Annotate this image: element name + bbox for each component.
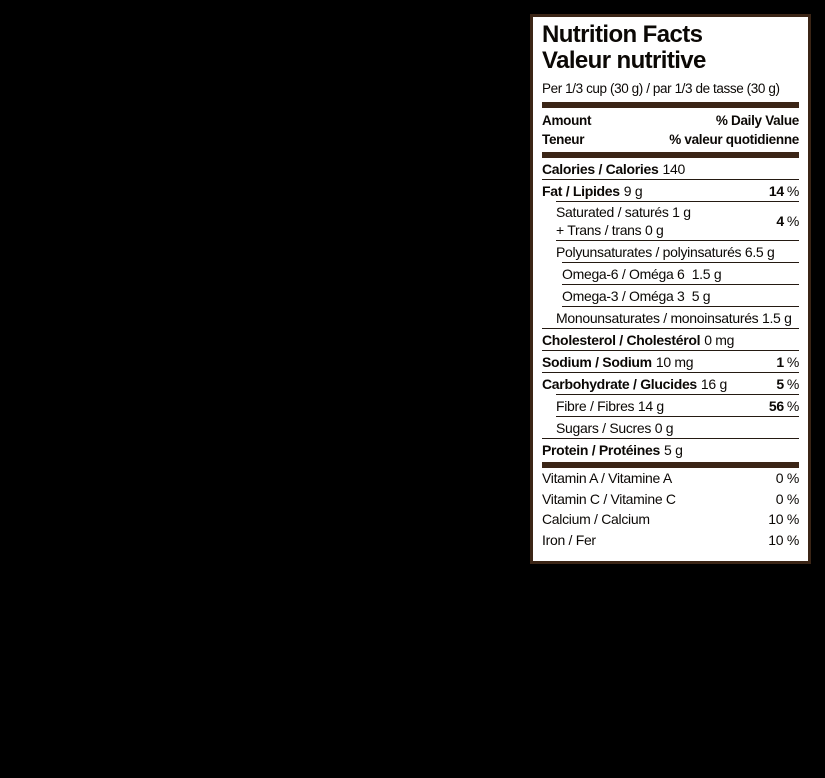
nutrient-row-carbohydrate: Carbohydrate / Glucides 16 g 5% [542, 373, 799, 394]
amount-label-fr: Teneur [542, 132, 585, 147]
nutrient-row-calories: Calories / Calories 140 [542, 158, 799, 179]
protein-text: Protein / Protéines 5 g [542, 441, 683, 458]
nutrient-row-polyunsaturates: Polyunsaturates / polyinsaturés 6.5 g [542, 241, 799, 262]
nutrient-row-fibre: Fibre / Fibres 14 g 56% [542, 395, 799, 416]
sodium-text: Sodium / Sodium 10 mg [542, 353, 694, 370]
thin-rule [562, 284, 799, 285]
polyunsaturates-text: Polyunsaturates / polyinsaturés 6.5 g [556, 243, 775, 260]
nutrient-row-sugars: Sugars / Sucres 0 g [542, 417, 799, 438]
thin-rule [542, 372, 799, 373]
nutrition-facts-label: Nutrition Facts Valeur nutritive Per 1/3… [530, 14, 811, 564]
iron-text: Iron / Fer [542, 531, 596, 548]
fat-daily-value: 14% [768, 182, 799, 199]
fibre-daily-value: 56% [768, 397, 799, 414]
sugars-text: Sugars / Sucres 0 g [556, 419, 674, 436]
vitamin-row-vitamin-a: Vitamin A / Vitamine A 0 % [542, 468, 799, 489]
thin-rule [542, 350, 799, 351]
thin-rule [562, 306, 799, 307]
thin-rule [542, 328, 799, 329]
carbohydrate-text: Carbohydrate / Glucides 16 g [542, 375, 727, 392]
thin-rule [556, 416, 799, 417]
thin-rule [556, 240, 799, 241]
thick-separator-bar [542, 102, 799, 108]
nutrient-row-protein: Protein / Protéines 5 g [542, 439, 799, 460]
vitamin-row-iron: Iron / Fer 10 % [542, 530, 799, 551]
nutrient-row-omega6: Omega-6 / Oméga 6 1.5 g [542, 263, 799, 284]
daily-value-label-en: % Daily Value [715, 113, 799, 128]
header-line-en: Amount % Daily Value [542, 111, 799, 130]
vitamin-a-text: Vitamin A / Vitamine A [542, 470, 672, 487]
vitamin-a-daily-value: 0 % [775, 470, 800, 487]
nutrient-row-cholesterol: Cholesterol / Cholestérol 0 mg [542, 329, 799, 350]
thin-rule [542, 179, 799, 180]
sodium-daily-value: 1% [776, 353, 799, 370]
label-title-en: Nutrition Facts [542, 21, 703, 48]
vitamin-row-vitamin-c: Vitamin C / Vitamine C 0 % [542, 489, 799, 510]
nutrient-row-omega3: Omega-3 / Oméga 3 5 g [542, 285, 799, 306]
fibre-text: Fibre / Fibres 14 g [556, 397, 664, 414]
carbohydrate-daily-value: 5% [776, 375, 799, 392]
calories-text: Calories / Calories 140 [542, 160, 685, 177]
thick-separator-bar [542, 152, 799, 158]
monounsaturates-text: Monounsaturates / monoinsaturés 1.5 g [556, 309, 792, 326]
thin-rule [562, 262, 799, 263]
thick-separator-bar [542, 462, 799, 468]
serving-size-text: Per 1/3 cup (30 g) / par 1/3 de tasse (3… [542, 81, 780, 96]
fat-text: Fat / Lipides 9 g [542, 182, 643, 199]
omega6-text: Omega-6 / Oméga 6 1.5 g [562, 265, 722, 282]
label-title-fr: Valeur nutritive [542, 47, 706, 74]
nutrient-row-fat: Fat / Lipides 9 g 14% [542, 180, 799, 201]
omega3-text: Omega-3 / Oméga 3 5 g [562, 287, 711, 304]
thin-rule [556, 201, 799, 202]
header-line-fr: Teneur % valeur quotidienne [542, 130, 799, 149]
nutrient-row-saturated-trans: Saturated / saturés 1 g + Trans / trans … [542, 202, 799, 240]
daily-value-label-fr: % valeur quotidienne [669, 132, 799, 147]
daily-value-header: Amount % Daily Value Teneur % valeur quo… [542, 111, 799, 149]
saturated-trans-text: Saturated / saturés 1 g + Trans / trans … [556, 204, 691, 238]
cholesterol-text: Cholesterol / Cholestérol 0 mg [542, 331, 735, 348]
vitamin-row-calcium: Calcium / Calcium 10 % [542, 509, 799, 530]
vitamin-c-daily-value: 0 % [775, 490, 800, 507]
nutrient-row-sodium: Sodium / Sodium 10 mg 1% [542, 351, 799, 372]
nutrient-row-monounsaturates: Monounsaturates / monoinsaturés 1.5 g [542, 307, 799, 328]
vitamin-c-text: Vitamin C / Vitamine C [542, 490, 676, 507]
amount-label-en: Amount [542, 113, 592, 128]
calcium-daily-value: 10 % [768, 511, 799, 528]
saturated-daily-value: 4% [776, 213, 799, 229]
thin-rule [556, 394, 799, 395]
calcium-text: Calcium / Calcium [542, 511, 650, 528]
iron-daily-value: 10 % [768, 531, 799, 548]
thin-rule [542, 438, 799, 439]
